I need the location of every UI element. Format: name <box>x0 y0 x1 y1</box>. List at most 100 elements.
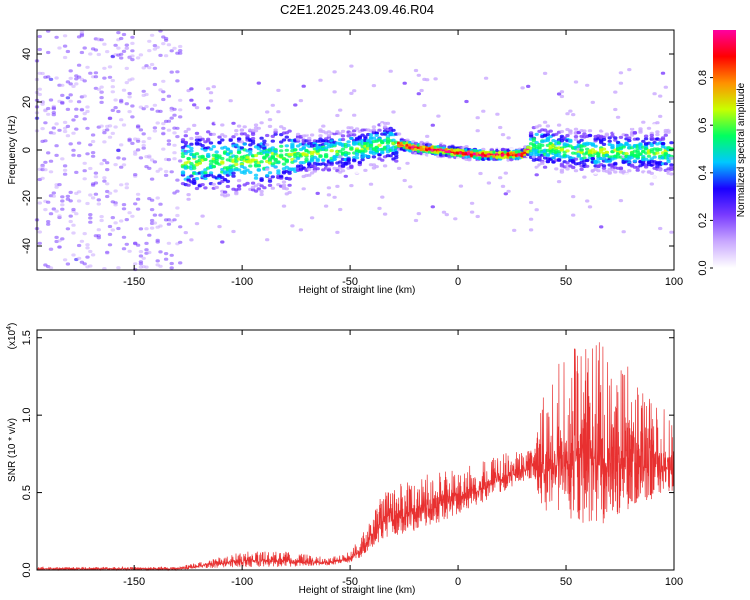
spectrogram-cell <box>166 94 172 98</box>
spectrogram-cell <box>88 213 93 217</box>
snr-x-tick-label: 50 <box>560 576 572 588</box>
spectrogram-cell <box>430 205 435 209</box>
spectrogram-cell <box>107 191 113 195</box>
spectrogram-cell <box>231 199 236 203</box>
spectrogram-cell <box>259 189 264 194</box>
spectrogram-cell <box>582 156 587 160</box>
spectrogram-cell <box>601 164 607 168</box>
spectrogram-cell <box>186 193 191 197</box>
spectrogram-cell <box>88 220 93 224</box>
spectrogram-cell <box>621 145 626 149</box>
spectrogram-cell <box>250 132 256 136</box>
spectrogram-cell <box>71 153 76 157</box>
spectrogram-cell <box>37 47 42 52</box>
spectrogram-cell <box>51 194 56 198</box>
spectrogram-cell <box>186 178 191 182</box>
spectrogram-cell <box>242 166 247 170</box>
spectrogram-cell <box>166 43 172 47</box>
spectrogram-cell <box>256 164 261 168</box>
spectrogram-y-tick-label: -20 <box>21 190 33 206</box>
spectrogram-cell <box>54 76 59 80</box>
spectrogram-cell <box>385 137 391 141</box>
spectrogram-cell <box>119 143 124 147</box>
spectrogram-cell <box>374 133 379 137</box>
spectrogram-cell <box>374 121 379 125</box>
spectrogram-cell <box>124 186 129 190</box>
spectrogram-cell <box>287 171 292 175</box>
spectrogram-cell <box>88 216 93 220</box>
spectrogram-cell <box>236 184 242 188</box>
spectrogram-cell <box>624 176 629 180</box>
spectrogram-cell <box>576 154 581 158</box>
spectrogram-cell <box>90 196 96 200</box>
spectrogram-cell <box>141 143 146 148</box>
spectrogram-cell <box>363 149 368 153</box>
spectrogram-cell <box>147 233 152 237</box>
spectrogram-cell <box>349 126 354 130</box>
spectrogram-cell <box>554 176 559 180</box>
spectrogram-cell <box>57 46 62 50</box>
spectrogram-cell <box>130 58 135 62</box>
spectrogram-cell <box>416 73 421 77</box>
spectrogram-cell <box>225 193 231 197</box>
spectrogram-cell <box>144 248 149 252</box>
spectrogram-cell <box>279 174 284 178</box>
spectrogram-cell <box>323 173 329 177</box>
spectrogram-cell <box>234 143 239 147</box>
spectrogram-cell <box>643 147 649 151</box>
spectrogram-cell <box>65 227 71 231</box>
spectrogram-cell <box>596 152 601 156</box>
spectrogram-cell <box>273 152 278 156</box>
spectrogram-cell <box>669 172 674 176</box>
spectrogram-cell <box>90 253 96 257</box>
spectrogram-cell <box>349 91 354 95</box>
spectrogram-cell <box>200 214 205 218</box>
spectrogram-cell <box>638 130 643 134</box>
spectrogram-cell <box>663 133 668 137</box>
spectrogram-cell <box>206 106 211 110</box>
spectrogram-cell <box>141 132 146 136</box>
spectrogram-cell <box>158 167 163 171</box>
spectrogram-cell <box>593 144 598 148</box>
spectrogram-cell <box>130 54 135 58</box>
spectrogram-cell <box>130 141 135 145</box>
spectrogram-cell <box>267 124 273 128</box>
spectrogram-cell <box>152 103 158 107</box>
spectrogram-cell <box>231 174 236 178</box>
spectrogram-cell <box>346 161 351 165</box>
spectrogram-cell <box>551 172 556 176</box>
spectrogram-cell <box>405 138 410 142</box>
spectrogram-cell <box>121 163 127 167</box>
spectrogram-cell <box>116 30 121 35</box>
spectrogram-cell <box>253 153 259 158</box>
spectrogram-cell <box>618 81 624 85</box>
spectrogram-cell <box>613 138 618 142</box>
spectrogram-cell <box>102 42 107 46</box>
spectrogram-cell <box>48 247 54 251</box>
spectrogram-cell <box>119 56 124 60</box>
spectrogram-cell <box>559 148 565 152</box>
spectrogram-cell <box>360 158 365 162</box>
spectrogram-cell <box>54 209 59 213</box>
spectrogram-cell <box>76 75 82 79</box>
spectrogram-cell <box>615 141 621 145</box>
spectrogram-cell <box>528 228 534 232</box>
spectrogram-cell <box>259 192 264 197</box>
spectrogram-cell <box>186 144 191 148</box>
spectrogram-cell <box>121 247 127 251</box>
spectrogram-cell <box>287 129 292 133</box>
spectrogram-cell <box>105 50 110 54</box>
spectrogram-cell <box>155 240 160 244</box>
spectrogram-cell <box>119 52 124 56</box>
spectrogram-cell <box>556 180 562 184</box>
spectrogram-cell <box>293 159 298 163</box>
spectrogram-cell <box>267 179 273 183</box>
spectrogram-cell <box>46 50 51 55</box>
spectrogram-cell <box>335 230 340 234</box>
spectrogram-cell <box>349 146 354 150</box>
spectrogram-cell <box>152 66 158 70</box>
spectrogram-cell <box>166 142 172 146</box>
spectrogram-cell <box>197 161 202 165</box>
spectrogram-cell <box>163 38 169 42</box>
spectrogram-cell <box>596 175 601 179</box>
